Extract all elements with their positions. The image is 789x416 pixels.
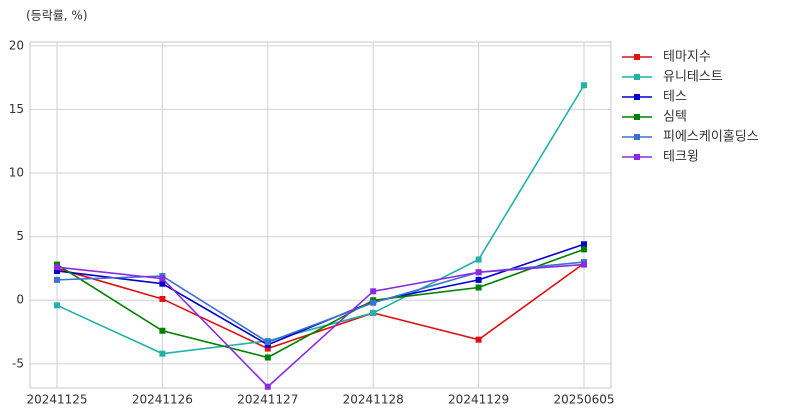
point-marker (54, 276, 60, 283)
legend-marker (634, 114, 640, 120)
point-marker (264, 339, 271, 346)
series-line (56, 84, 585, 355)
point-marker (581, 246, 587, 253)
x-tick-label: 20241126 (132, 393, 193, 407)
point-marker (581, 261, 587, 268)
y-tick-label: 15 (9, 102, 24, 116)
point-marker (159, 275, 166, 282)
legend-label: 테스 (663, 90, 687, 105)
point-marker (159, 295, 166, 302)
point-marker (159, 350, 166, 357)
legend-marker (634, 74, 640, 80)
y-tick-label: 0 (16, 293, 24, 307)
y-tick-label: 10 (9, 166, 24, 180)
legend-marker (634, 154, 640, 160)
point-marker (475, 284, 482, 291)
legend-label: 피에스케이홀딩스 (663, 130, 759, 145)
point-marker (475, 269, 482, 276)
point-marker (159, 280, 166, 287)
point-marker (264, 383, 271, 390)
x-tick-label: 20241125 (26, 393, 87, 407)
series-line (56, 263, 585, 388)
plot-frame (29, 41, 612, 389)
point-marker (159, 327, 166, 334)
point-marker (54, 302, 60, 309)
legend-label: 테크윙 (663, 149, 699, 165)
series-line (56, 248, 585, 359)
point-marker (370, 288, 377, 295)
point-marker (370, 309, 377, 316)
y-axis-label: (등락률, %) (26, 9, 88, 23)
y-tick-label: -5 (12, 356, 24, 370)
point-marker (475, 336, 482, 343)
point-marker (581, 82, 587, 89)
legend-marker (634, 134, 640, 140)
point-marker (54, 264, 60, 271)
x-tick-label: 20241127 (237, 393, 298, 407)
point-marker (475, 276, 482, 283)
legend-label: 유니테스트 (663, 70, 723, 85)
series-line (56, 262, 585, 350)
legend-label: 심텍 (663, 110, 687, 125)
legend-marker (634, 54, 640, 60)
x-tick-label: 20241128 (343, 393, 404, 407)
point-marker (581, 241, 587, 248)
legend-label: 테마지수 (663, 50, 711, 65)
point-marker (475, 256, 482, 263)
point-marker (54, 267, 60, 274)
legend-marker (634, 94, 640, 100)
x-tick-label: 20250605 (553, 393, 614, 407)
point-marker (264, 345, 271, 352)
y-tick-label: 5 (16, 229, 24, 243)
x-tick-label: 20241129 (448, 393, 509, 407)
point-marker (370, 299, 377, 306)
y-tick-label: 20 (9, 38, 24, 52)
point-marker (264, 354, 271, 361)
